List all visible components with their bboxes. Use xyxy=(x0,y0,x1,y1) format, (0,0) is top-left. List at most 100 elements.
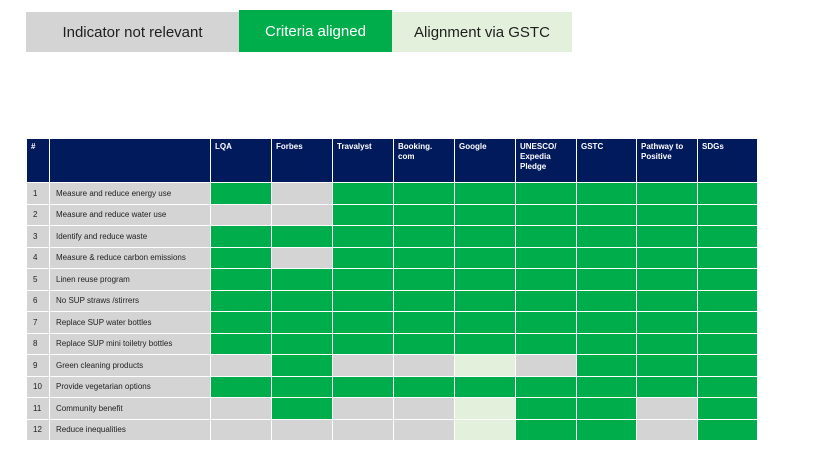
cell-aligned xyxy=(454,225,516,248)
cell-aligned xyxy=(697,268,758,291)
row-number: 9 xyxy=(26,354,50,377)
cell-not-relevant xyxy=(636,397,698,420)
column-header: Google xyxy=(454,138,516,183)
cell-aligned xyxy=(636,289,698,312)
cell-aligned xyxy=(271,332,333,355)
cell-aligned xyxy=(515,203,577,226)
table-row: 11 Community benefit xyxy=(26,397,758,420)
cell-aligned xyxy=(576,268,637,291)
indicator-label: Linen reuse program xyxy=(49,268,211,291)
cell-aligned xyxy=(515,397,577,420)
column-header: LQA xyxy=(210,138,272,183)
cell-aligned xyxy=(697,246,758,269)
cell-not-relevant xyxy=(210,354,272,377)
cell-aligned xyxy=(332,375,394,398)
legend: Indicator not relevant Criteria aligned … xyxy=(26,10,572,52)
cell-aligned xyxy=(332,225,394,248)
cell-aligned xyxy=(576,311,637,334)
cell-aligned xyxy=(271,289,333,312)
column-header: Booking. com xyxy=(393,138,455,183)
cell-not-relevant xyxy=(332,397,394,420)
cell-aligned xyxy=(454,203,516,226)
cell-aligned xyxy=(515,311,577,334)
table-row: 9 Green cleaning products xyxy=(26,354,758,377)
cell-aligned xyxy=(576,332,637,355)
table-row: 7 Replace SUP water bottles xyxy=(26,311,758,334)
cell-not-relevant xyxy=(332,418,394,441)
cell-aligned xyxy=(271,354,333,377)
legend-alignment-via-gstc: Alignment via GSTC xyxy=(392,12,572,52)
cell-aligned xyxy=(454,246,516,269)
cell-aligned xyxy=(576,397,637,420)
cell-aligned xyxy=(576,246,637,269)
cell-aligned xyxy=(636,182,698,205)
row-number: 3 xyxy=(26,225,50,248)
indicator-label: Identify and reduce waste xyxy=(49,225,211,248)
indicator-label: Provide vegetarian options xyxy=(49,375,211,398)
cell-not-relevant xyxy=(271,418,333,441)
cell-aligned xyxy=(210,246,272,269)
cell-aligned xyxy=(636,225,698,248)
table-row: 8 Replace SUP mini toiletry bottles xyxy=(26,332,758,355)
cell-aligned xyxy=(210,332,272,355)
table-row: 3 Identify and reduce waste xyxy=(26,225,758,248)
cell-aligned xyxy=(636,268,698,291)
cell-aligned xyxy=(697,289,758,312)
cell-aligned xyxy=(454,182,516,205)
cell-aligned xyxy=(454,311,516,334)
cell-aligned xyxy=(697,418,758,441)
cell-aligned xyxy=(210,182,272,205)
cell-not-relevant xyxy=(393,397,455,420)
cell-aligned xyxy=(636,246,698,269)
row-number: 2 xyxy=(26,203,50,226)
cell-not-relevant xyxy=(271,246,333,269)
table-row: 1 Measure and reduce energy use xyxy=(26,182,758,205)
cell-aligned xyxy=(210,225,272,248)
cell-aligned xyxy=(393,375,455,398)
cell-aligned xyxy=(515,418,577,441)
cell-aligned xyxy=(393,225,455,248)
cell-aligned xyxy=(393,311,455,334)
cell-aligned xyxy=(454,375,516,398)
cell-not-relevant xyxy=(210,418,272,441)
table-row: 6 No SUP straws /stirrers xyxy=(26,289,758,312)
cell-not-relevant xyxy=(210,203,272,226)
indicator-label: Measure and reduce water use xyxy=(49,203,211,226)
cell-aligned xyxy=(454,289,516,312)
cell-aligned xyxy=(697,225,758,248)
row-number: 4 xyxy=(26,246,50,269)
cell-via-gstc xyxy=(454,397,516,420)
cell-aligned xyxy=(210,375,272,398)
cell-not-relevant xyxy=(636,418,698,441)
column-header: GSTC xyxy=(576,138,637,183)
criteria-alignment-table: # LQA Forbes Travalyst Booking. com Google UNE… xyxy=(26,138,758,441)
cell-aligned xyxy=(332,246,394,269)
cell-aligned xyxy=(393,182,455,205)
cell-aligned xyxy=(697,332,758,355)
cell-aligned xyxy=(515,246,577,269)
column-header: # xyxy=(26,138,50,183)
row-number: 1 xyxy=(26,182,50,205)
cell-aligned xyxy=(576,203,637,226)
cell-aligned xyxy=(515,375,577,398)
column-header: UNESCO/ Expedia Pledge xyxy=(515,138,577,183)
column-header: Forbes xyxy=(271,138,333,183)
cell-aligned xyxy=(393,268,455,291)
cell-aligned xyxy=(271,225,333,248)
cell-aligned xyxy=(576,354,637,377)
cell-aligned xyxy=(697,375,758,398)
cell-aligned xyxy=(576,375,637,398)
column-header: Travalyst xyxy=(332,138,394,183)
cell-not-relevant xyxy=(210,397,272,420)
indicator-label: Reduce inequalities xyxy=(49,418,211,441)
table-row: 4 Measure & reduce carbon emissions xyxy=(26,246,758,269)
column-header xyxy=(49,138,211,183)
cell-not-relevant xyxy=(515,354,577,377)
indicator-label: Community benefit xyxy=(49,397,211,420)
cell-aligned xyxy=(636,332,698,355)
cell-aligned xyxy=(515,182,577,205)
cell-aligned xyxy=(271,311,333,334)
cell-aligned xyxy=(636,203,698,226)
cell-aligned xyxy=(636,354,698,377)
cell-not-relevant xyxy=(271,182,333,205)
